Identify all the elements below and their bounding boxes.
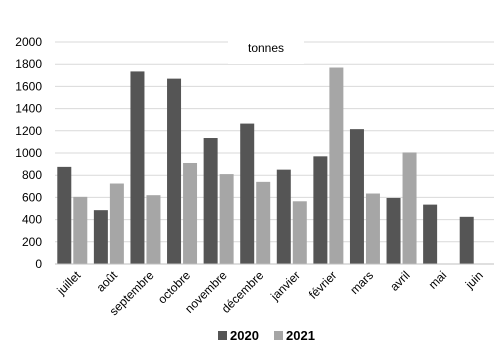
y-tick-label: 1400 xyxy=(15,102,42,116)
gridlines xyxy=(55,41,494,243)
y-tick-label: 800 xyxy=(22,168,42,182)
bar-2020-avril xyxy=(386,197,401,264)
bar-2020-mars xyxy=(349,129,364,264)
bar-2020-juin xyxy=(459,216,474,264)
legend-label-2020: 2020 xyxy=(230,328,259,342)
x-category-label: février xyxy=(306,268,339,301)
y-tick-label: 1200 xyxy=(15,124,42,138)
bar-2021-août xyxy=(109,183,124,264)
bar-2021-mars xyxy=(365,193,380,264)
x-category-label: mai xyxy=(426,268,450,292)
bars xyxy=(57,67,474,265)
bar-2020-août xyxy=(93,210,108,264)
bar-2021-février xyxy=(329,67,344,264)
bar-2020-janvier xyxy=(276,169,291,264)
legend: 2020 2021 xyxy=(218,328,315,342)
bar-2021-octobre xyxy=(183,162,198,264)
bar-2020-décembre xyxy=(240,123,255,265)
bar-2021-décembre xyxy=(256,181,271,264)
bar-2020-octobre xyxy=(167,78,182,264)
bar-2020-juillet xyxy=(57,166,72,264)
bar-2021-juillet xyxy=(73,196,88,264)
bar-2021-septembre xyxy=(146,195,161,264)
bar-2020-mai xyxy=(423,204,438,264)
unit-label-background xyxy=(228,40,304,64)
bar-2021-janvier xyxy=(292,201,307,264)
y-tick-label: 200 xyxy=(22,235,42,249)
y-tick-label: 400 xyxy=(22,213,42,227)
x-category-label: juillet xyxy=(53,268,83,298)
x-category-label: juin xyxy=(462,268,486,292)
y-tick-label: 1800 xyxy=(15,57,42,71)
y-axis-ticks: 0 200 400 600 800 1000 1200 1400 1600 1800 2000 xyxy=(15,35,42,271)
legend-label-2021: 2021 xyxy=(286,328,315,342)
bar-2020-septembre xyxy=(130,71,145,264)
x-category-label: août xyxy=(94,268,121,295)
y-tick-label: 2000 xyxy=(15,35,42,49)
unit-label: tonnes xyxy=(248,41,284,55)
x-category-label: janvier xyxy=(267,268,303,304)
x-category-label: avril xyxy=(387,268,412,293)
bar-2021-novembre xyxy=(219,174,234,264)
y-tick-label: 1000 xyxy=(15,146,42,160)
legend-swatch-2020 xyxy=(218,331,227,340)
x-axis-categories: juillet aoûtseptembreoctobrenovembredécem… xyxy=(53,268,485,318)
legend-swatch-2021 xyxy=(274,331,283,340)
y-tick-label: 1600 xyxy=(15,79,42,93)
bar-2020-novembre xyxy=(203,138,218,264)
x-category-label: mars xyxy=(347,268,376,297)
bar-2020-février xyxy=(313,156,328,264)
bar-2021-avril xyxy=(402,152,417,264)
y-tick-label: 600 xyxy=(22,190,42,204)
y-tick-label: 0 xyxy=(35,257,42,271)
